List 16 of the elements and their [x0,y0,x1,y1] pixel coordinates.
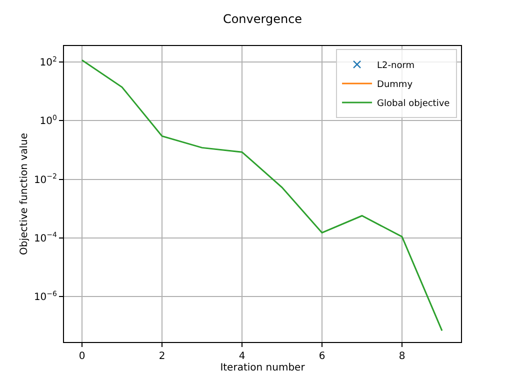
chart-title: Convergence [222,12,302,26]
y-axis-title: Objective function value [18,133,30,255]
x-tick-label: 8 [398,351,406,362]
legend-label: Dummy [377,80,414,90]
y-tick-label: 10$^{0}$ [40,114,57,128]
legend-label: L2-norm [377,60,415,71]
x-tick-label: 4 [238,351,246,362]
y-tick-label: 10$^{−6}$ [34,290,58,303]
x-tick-label: 0 [78,351,86,362]
y-tick-label: 10$^{−2}$ [34,172,57,186]
y-tick-label: 10$^{−4}$ [34,231,58,244]
x-tick-label: 6 [318,351,326,362]
y-tick-label: 10$^{2}$ [40,55,57,69]
x-tick-label: 2 [158,351,166,362]
x-axis-title: Iteration number [220,362,306,374]
legend-label: Global objective [377,98,450,109]
